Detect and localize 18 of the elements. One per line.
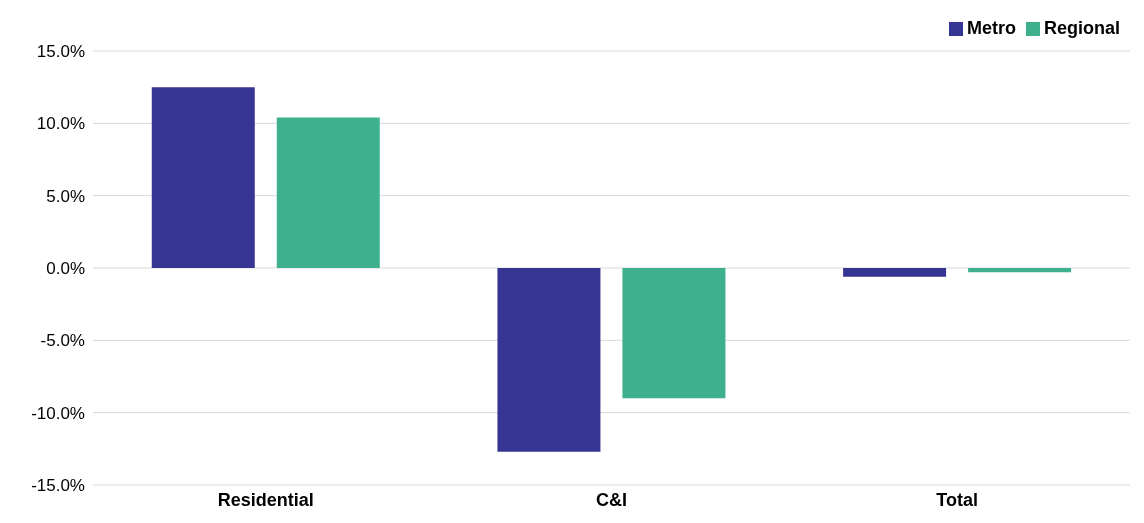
bar [151, 87, 255, 268]
bar [843, 268, 947, 277]
x-tick-label: Residential [217, 489, 314, 510]
bar [968, 268, 1072, 273]
y-tick-label: -10.0% [31, 403, 85, 423]
y-tick-label: -5.0% [40, 331, 85, 351]
bar [622, 268, 726, 399]
legend-label: Regional [1043, 18, 1120, 38]
y-tick-label: 5.0% [46, 186, 85, 206]
bar [276, 117, 380, 268]
y-tick-label: 0.0% [46, 259, 85, 279]
legend-label: Metro [966, 18, 1016, 38]
x-tick-label: Total [936, 489, 978, 510]
x-tick-label: C&I [596, 489, 627, 510]
bar [497, 268, 601, 452]
y-tick-label: -15.0% [31, 476, 85, 496]
y-tick-label: 10.0% [36, 114, 85, 134]
y-tick-label: 15.0% [36, 42, 85, 62]
